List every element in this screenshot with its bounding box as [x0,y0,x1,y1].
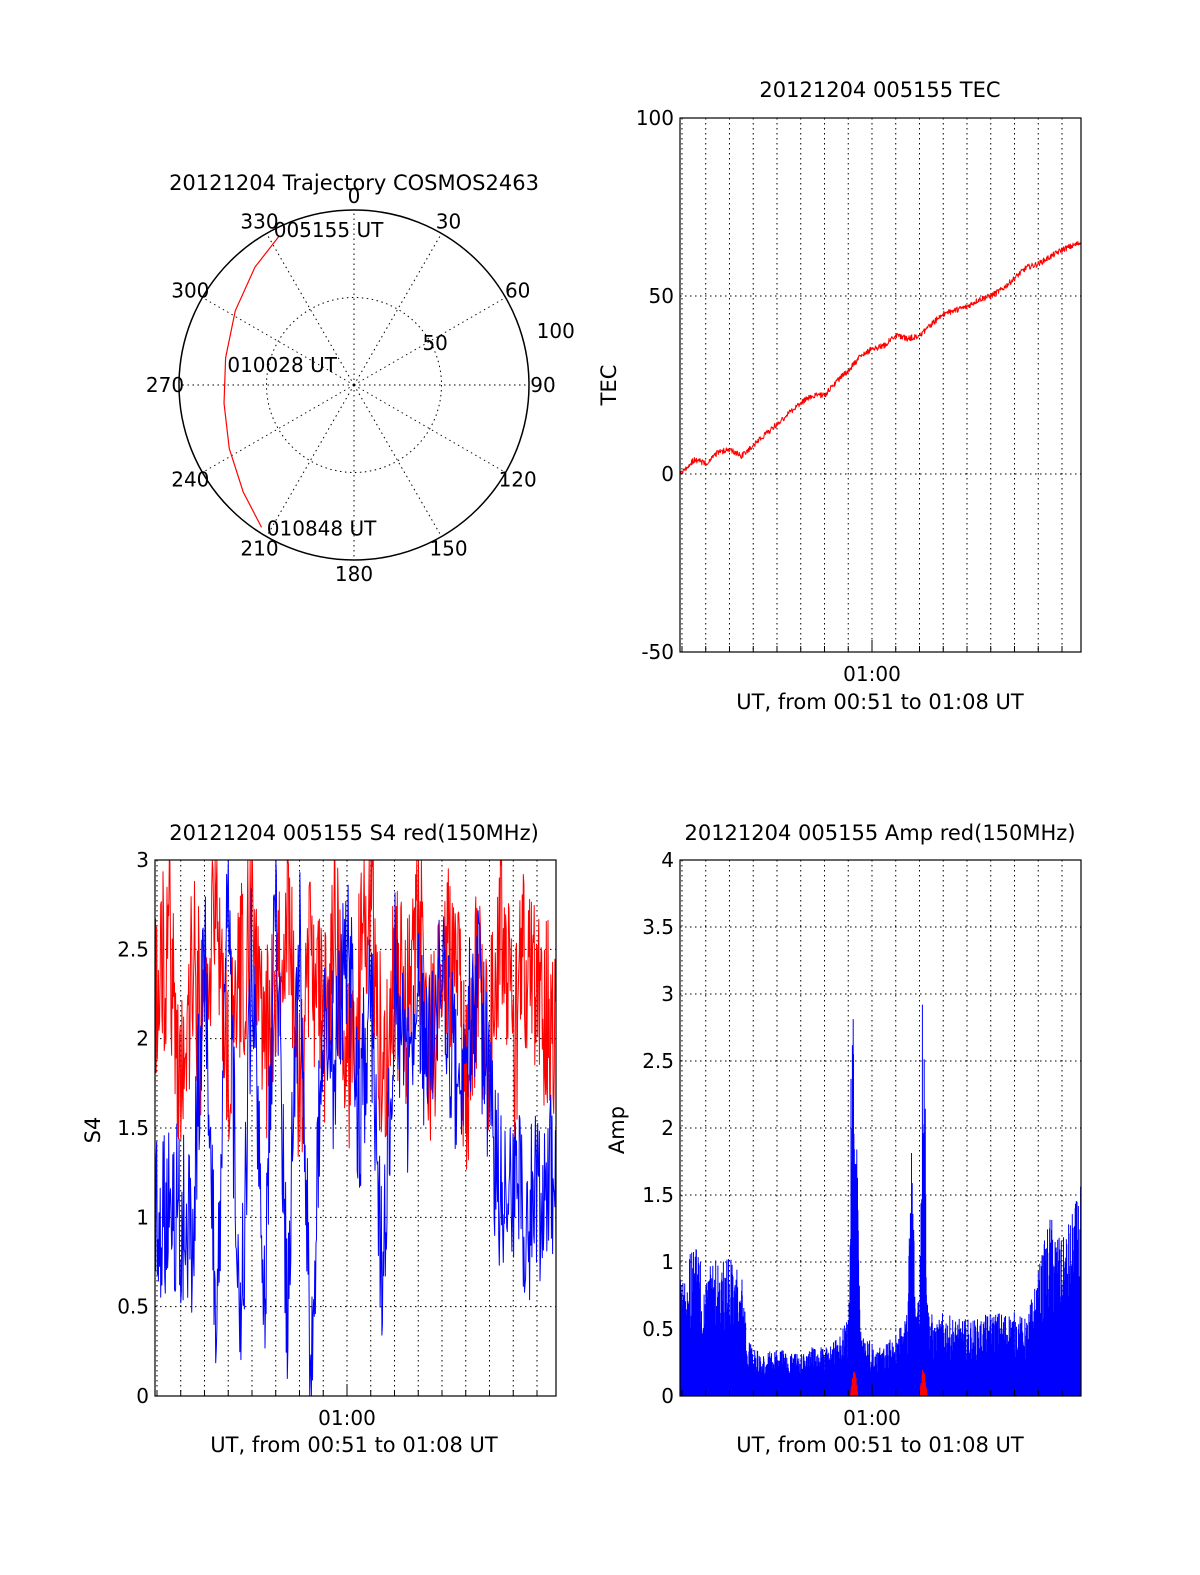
amp-plot-frame [679,859,1082,1397]
tec-xtick-label: 01:00 [843,662,901,686]
trajectory-title: 20121204 Trajectory COSMOS2463 [169,171,539,195]
polar-spoke [353,297,506,386]
amp-ytick-label: 0.5 [642,1317,674,1341]
polar-outer-circle [178,209,530,561]
polar-azimuth-label: 60 [505,279,530,303]
trajectory-time-label: 010028 UT [227,353,337,377]
polar-azimuth-label: 330 [240,209,278,233]
polar-spoke [353,233,442,386]
amp-xtick-label: 01:00 [843,1406,901,1430]
tec-ylabel: TEC [597,365,621,407]
polar-radial-label: 100 [537,319,575,343]
s4-xtick-label: 01:00 [318,1406,376,1430]
tec-chart: 20121204 005155 TEC -50 0 50 100 01:00 UT, f… [597,78,1082,714]
polar-azimuth-label: 180 [335,562,373,586]
amp-title: 20121204 005155 Amp red(150MHz) [684,821,1075,845]
polar-azimuth-label: 150 [429,537,467,561]
amp-chart: 20121204 005155 Amp red(150MHz) 0 0.5 1 1.5… [605,821,1082,1457]
polar-azimuth-label: 90 [530,373,555,397]
s4-ylabel: S4 [81,1117,105,1144]
amp-ytick-label: 1.5 [642,1183,674,1207]
s4-ytick-label: 2 [136,1027,149,1051]
s4-ytick-label: 0 [136,1384,149,1408]
polar-spoke [266,233,355,386]
s4-ytick-label: 1.5 [117,1116,149,1140]
s4-ytick-label: 0.5 [117,1295,149,1319]
tec-ytick-label: 100 [636,106,674,130]
s4-title: 20121204 005155 S4 red(150MHz) [169,821,539,845]
polar-azimuth-label: 240 [171,468,209,492]
trajectory-time-label: 010848 UT [267,516,377,540]
tec-title: 20121204 005155 TEC [759,78,1000,102]
tec-plot-frame [679,117,1082,653]
trajectory-path [223,236,279,528]
tec-ytick-label: 50 [649,284,674,308]
polar-radial-label: 50 [422,331,447,355]
polar-spoke [266,384,355,537]
amp-xlabel: UT, from 00:51 to 01:08 UT [736,1433,1024,1457]
polar-azimuth-label: 210 [240,537,278,561]
amp-ytick-label: 3.5 [642,915,674,939]
tec-xlabel: UT, from 00:51 to 01:08 UT [736,690,1024,714]
polar-azimuth-label: 120 [499,468,537,492]
amp-ylabel: Amp [605,1106,629,1154]
amp-series-blue [679,1004,1082,1396]
tec-ytick-label: -50 [641,640,674,664]
polar-spoke [353,384,506,473]
tec-ytick-label: 0 [661,462,674,486]
s4-plot-frame [154,859,557,1397]
polar-spoke [353,384,442,537]
trajectory-polar-chart: 20121204 Trajectory COSMOS2463 0 30 60 90 12… [146,171,575,586]
polar-spoke [202,384,355,473]
polar-azimuth-label: 300 [171,279,209,303]
trajectory-time-label: 005155 UT [274,218,384,242]
s4-chart: 20121204 005155 S4 red(150MHz) 0 0.5 1 1.5 2… [81,821,557,1457]
amp-ytick-label: 2.5 [642,1049,674,1073]
s4-xlabel: UT, from 00:51 to 01:08 UT [210,1433,498,1457]
polar-spoke [202,297,355,386]
s4-ytick-label: 2.5 [117,937,149,961]
polar-azimuth-label: 270 [146,373,184,397]
s4-ytick-label: 1 [136,1205,149,1229]
polar-azimuth-label: 0 [348,184,361,208]
s4-ytick-label: 3 [136,848,149,872]
amp-ytick-label: 0 [661,1384,674,1408]
s4-series-blue [154,859,557,1397]
tec-series-red [679,240,1082,474]
polar-azimuth-label: 30 [436,209,461,233]
amp-ytick-label: 4 [661,848,674,872]
polar-ring-50 [266,297,442,473]
amp-ytick-label: 2 [661,1116,674,1140]
amp-ytick-label: 3 [661,982,674,1006]
amp-ytick-label: 1 [661,1250,674,1274]
